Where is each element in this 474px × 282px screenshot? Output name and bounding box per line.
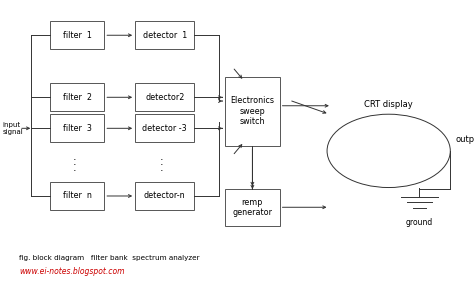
Text: detector2: detector2: [145, 93, 184, 102]
Text: .: .: [160, 163, 164, 173]
Bar: [50, 21, 104, 49]
Bar: [135, 83, 194, 111]
Text: filter  1: filter 1: [63, 31, 91, 40]
Text: .: .: [73, 157, 76, 167]
Text: .: .: [73, 163, 76, 173]
Text: input
signal: input signal: [2, 122, 23, 135]
Bar: [373, 160, 399, 165]
Text: output: output: [455, 135, 474, 144]
Text: .: .: [73, 151, 76, 162]
Bar: [225, 189, 280, 226]
Bar: [50, 114, 104, 142]
Text: ground: ground: [406, 218, 433, 227]
Text: www.ei-notes.blogspot.com: www.ei-notes.blogspot.com: [19, 267, 125, 276]
Bar: [373, 153, 399, 158]
Text: detector  1: detector 1: [143, 31, 187, 40]
Text: CRT display: CRT display: [365, 100, 413, 109]
Bar: [373, 143, 399, 148]
Text: filter  n: filter n: [63, 191, 91, 201]
Text: detector -3: detector -3: [142, 124, 187, 133]
Bar: [135, 182, 194, 210]
Bar: [225, 77, 280, 146]
Text: .: .: [160, 151, 164, 162]
Text: remp
generator: remp generator: [232, 198, 273, 217]
Text: .: .: [160, 157, 164, 167]
Text: filter  3: filter 3: [63, 124, 91, 133]
Text: fig. block diagram   filter bank  spectrum analyzer: fig. block diagram filter bank spectrum …: [19, 255, 200, 261]
Text: Electronics
sweep
switch: Electronics sweep switch: [230, 96, 274, 126]
Bar: [373, 137, 399, 142]
Bar: [50, 83, 104, 111]
Bar: [135, 114, 194, 142]
Bar: [50, 182, 104, 210]
Circle shape: [327, 114, 450, 188]
Text: filter  2: filter 2: [63, 93, 91, 102]
Text: detector-n: detector-n: [144, 191, 185, 201]
Bar: [135, 21, 194, 49]
